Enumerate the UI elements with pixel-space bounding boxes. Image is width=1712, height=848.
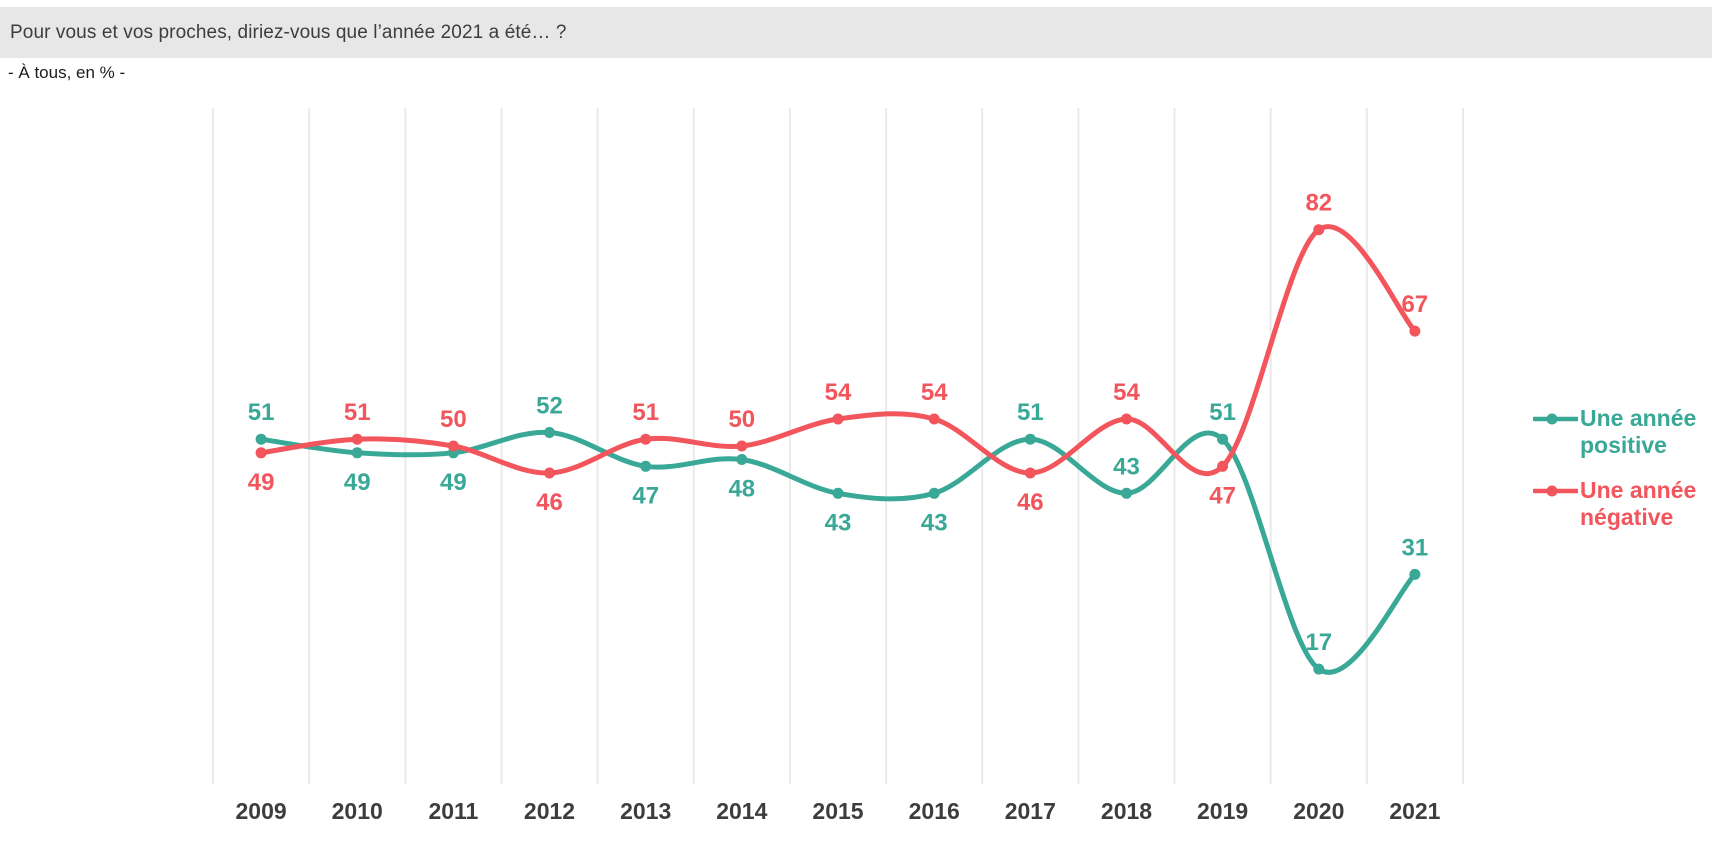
series-line: [258, 429, 1418, 675]
data-point[interactable]: [255, 447, 267, 459]
legend-label-negative: Une année négative: [1580, 477, 1697, 530]
x-axis-label: 2020: [1293, 798, 1344, 824]
data-point[interactable]: [928, 413, 940, 425]
data-point[interactable]: [1217, 460, 1229, 472]
data-point[interactable]: [351, 447, 363, 459]
data-point[interactable]: [736, 440, 748, 452]
data-label: 54: [1113, 379, 1140, 406]
data-label: 47: [632, 482, 659, 509]
data-label: 82: [1305, 190, 1332, 217]
data-label: 54: [825, 379, 852, 406]
data-point[interactable]: [640, 433, 652, 445]
data-point[interactable]: [351, 433, 363, 445]
data-point[interactable]: [1409, 568, 1421, 580]
data-label: 47: [1209, 482, 1236, 509]
data-label: 51: [1209, 399, 1236, 426]
data-point[interactable]: [544, 427, 555, 438]
legend-item-negative[interactable]: Une année négative: [1533, 477, 1711, 531]
data-label: 43: [921, 509, 948, 536]
x-axis-label: 2012: [524, 798, 575, 824]
data-point[interactable]: [1024, 467, 1036, 479]
data-point[interactable]: [832, 487, 844, 499]
data-label: 50: [728, 406, 755, 433]
data-label: 48: [728, 476, 755, 503]
series-une-ann-e-positive: [255, 427, 1421, 675]
data-label: 49: [248, 469, 275, 496]
data-labels-une-ann-e-n-gative: 49 51 50 46 51 50 54 54 46 54 47 82 67: [248, 190, 1429, 516]
data-point[interactable]: [255, 433, 267, 445]
data-point[interactable]: [1313, 663, 1325, 675]
data-point[interactable]: [544, 467, 555, 479]
chart-legend: Une année positive Une année négative: [1533, 405, 1711, 549]
data-label: 54: [921, 379, 948, 406]
data-point[interactable]: [1121, 487, 1132, 499]
x-axis-label: 2017: [1005, 798, 1056, 824]
x-axis-label: 2019: [1197, 798, 1248, 824]
data-label: 49: [440, 469, 467, 496]
legend-marker-negative-icon: [1533, 485, 1578, 497]
x-axis-labels: 2009 2010 2011 2012 2013 2014 2015 2016 2017 2018…: [236, 798, 1441, 824]
data-label: 51: [344, 399, 371, 426]
legend-item-positive[interactable]: Une année positive: [1533, 405, 1711, 459]
x-axis-label: 2013: [620, 798, 671, 824]
data-label: 46: [1017, 489, 1044, 516]
series-une-ann-e-n-gative: [255, 224, 1421, 479]
question-title: Pour vous et vos proches, diriez-vous qu…: [10, 21, 567, 43]
data-label: 52: [536, 393, 563, 420]
data-point[interactable]: [1313, 224, 1325, 236]
data-point[interactable]: [736, 454, 748, 465]
data-label: 46: [536, 489, 563, 516]
x-axis-label: 2011: [428, 798, 478, 824]
data-label: 43: [825, 509, 852, 536]
data-point[interactable]: [1217, 433, 1229, 445]
data-label: 31: [1402, 534, 1429, 561]
data-label: 17: [1305, 629, 1332, 656]
question-title-bar: Pour vous et vos proches, diriez-vous qu…: [0, 7, 1712, 58]
data-point[interactable]: [447, 440, 459, 452]
series-line: [258, 224, 1418, 477]
data-point[interactable]: [1409, 325, 1421, 337]
data-point[interactable]: [1121, 413, 1132, 425]
data-label: 51: [1017, 399, 1044, 426]
x-axis-label: 2009: [236, 798, 287, 824]
data-labels-une-ann-e-positive: 51 49 49 52 47 48 43 43 51 43 51 17 31: [248, 393, 1429, 657]
data-label: 67: [1402, 291, 1429, 318]
x-axis-label: 2016: [909, 798, 960, 824]
x-axis-label: 2014: [716, 798, 767, 824]
data-label: 50: [440, 406, 467, 433]
chart-subtitle: - À tous, en % -: [8, 63, 126, 82]
data-point[interactable]: [1024, 433, 1036, 445]
legend-label-positive: Une année positive: [1580, 405, 1697, 458]
data-point[interactable]: [832, 413, 844, 425]
data-point[interactable]: [928, 487, 940, 499]
data-label: 49: [344, 469, 371, 496]
x-axis-label: 2018: [1101, 798, 1152, 824]
data-label: 51: [632, 399, 659, 426]
data-label: 51: [248, 399, 275, 426]
grid-lines: [212, 108, 1464, 784]
x-axis-label: 2021: [1389, 798, 1440, 824]
x-axis-label: 2015: [812, 798, 863, 824]
x-axis-label: 2010: [332, 798, 383, 824]
legend-marker-positive-icon: [1533, 413, 1578, 425]
data-point[interactable]: [640, 460, 652, 472]
data-label: 43: [1113, 453, 1140, 480]
